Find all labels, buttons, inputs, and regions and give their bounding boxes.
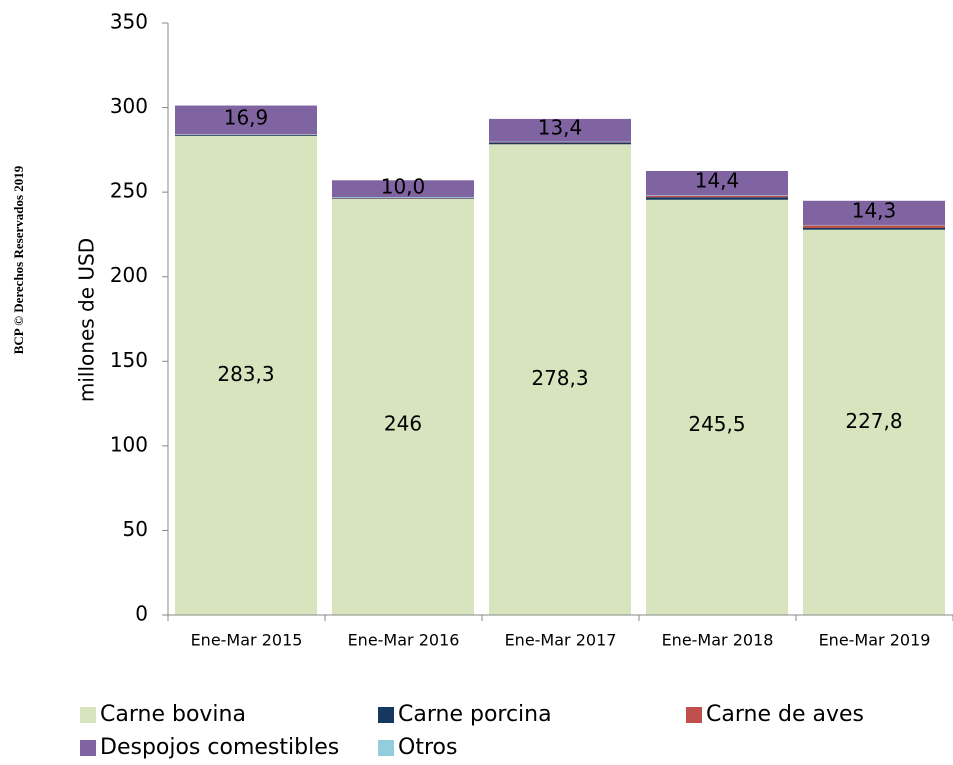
- bar-segment: [803, 225, 945, 229]
- data-label: 227,8: [845, 409, 902, 433]
- bar-segment: [332, 197, 474, 199]
- side-note: BCP © Derechos Reservados 2019: [11, 165, 26, 354]
- x-tick-label: Ene-Mar 2019: [819, 631, 931, 650]
- bar-segment: [803, 224, 945, 226]
- bar-segment: [175, 134, 317, 135]
- x-tick-label: Ene-Mar 2016: [348, 631, 460, 650]
- y-tick-label: 350: [110, 10, 148, 34]
- data-label: 14,3: [852, 198, 897, 222]
- bar-segment: [646, 195, 788, 196]
- bar-segment: [646, 171, 788, 196]
- legend-swatch: [378, 707, 394, 723]
- bar-segment: [332, 198, 474, 615]
- data-label: 14,4: [695, 169, 740, 193]
- bar-segment: [803, 228, 945, 230]
- y-tick-label: 50: [123, 517, 148, 541]
- y-tick-label: 250: [110, 179, 148, 203]
- bar-segment: [489, 144, 631, 615]
- bar-segment: [175, 134, 317, 136]
- bar-segment: [646, 197, 788, 200]
- bar-segment: [489, 141, 631, 143]
- bar-segment: [646, 195, 788, 198]
- legend-label: Despojos comestibles: [100, 735, 339, 760]
- legend-label: Carne bovina: [100, 702, 246, 727]
- data-label: 278,3: [531, 366, 588, 390]
- bar-segment: [803, 229, 945, 615]
- bar-segment: [489, 118, 631, 142]
- y-tick-label: 0: [135, 602, 148, 626]
- legend-swatch: [378, 740, 394, 756]
- y-axis-label: millones de USD: [75, 238, 99, 402]
- bar-segment: [489, 142, 631, 145]
- legend-label: Otros: [398, 735, 457, 760]
- y-tick-label: 300: [110, 94, 148, 118]
- data-label: 10,0: [381, 174, 426, 198]
- y-tick-label: 100: [110, 432, 148, 456]
- y-tick-label: 150: [110, 348, 148, 372]
- bar-segment: [646, 199, 788, 616]
- y-tick-label: 200: [110, 263, 148, 287]
- x-tick-label: Ene-Mar 2018: [662, 631, 774, 650]
- bar-segment: [332, 198, 474, 199]
- data-label: 283,3: [217, 362, 274, 386]
- legend-label: Carne de aves: [706, 702, 864, 727]
- legend-label: Carne porcina: [398, 702, 552, 727]
- bar-segment: [175, 135, 317, 615]
- data-label: 13,4: [538, 116, 583, 140]
- legend-swatch: [686, 707, 702, 723]
- bar-segment: [803, 200, 945, 225]
- bar-segment: [332, 180, 474, 198]
- data-label: 16,9: [224, 105, 269, 129]
- legend-swatch: [80, 740, 96, 756]
- x-tick-label: Ene-Mar 2017: [505, 631, 617, 650]
- data-label: 246: [384, 411, 422, 435]
- bar-segment: [489, 142, 631, 143]
- data-label: 245,5: [688, 412, 745, 436]
- legend-swatch: [80, 707, 96, 723]
- bar-segment: [175, 105, 317, 135]
- x-tick-label: Ene-Mar 2015: [191, 631, 303, 650]
